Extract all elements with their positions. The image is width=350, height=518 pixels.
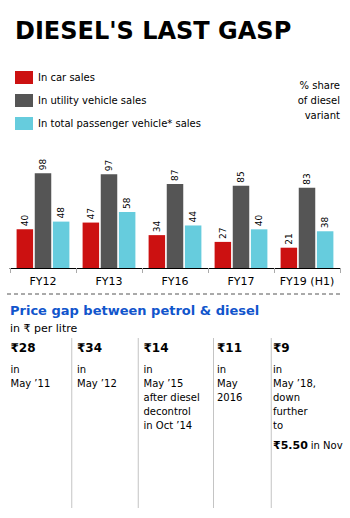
svg-text:₹11: ₹11 (217, 341, 242, 355)
svg-text:decontrol: decontrol (144, 406, 191, 417)
svg-text:in ₹ per litre: in ₹ per litre (10, 322, 77, 335)
svg-text:in: in (217, 364, 226, 375)
svg-text:44: 44 (188, 211, 198, 223)
svg-text:97: 97 (104, 160, 114, 171)
svg-text:May ’18,: May ’18, (273, 378, 316, 389)
svg-text:variant: variant (305, 110, 340, 121)
svg-text:₹5.50: ₹5.50 (273, 439, 308, 452)
svg-text:after diesel: after diesel (144, 392, 200, 403)
svg-text:In utility vehicle sales: In utility vehicle sales (38, 95, 146, 106)
svg-text:May ’12: May ’12 (77, 378, 117, 389)
svg-text:₹34: ₹34 (77, 341, 102, 355)
svg-text:FY16: FY16 (161, 275, 188, 288)
svg-text:38: 38 (320, 217, 330, 229)
svg-text:FY19 (H1): FY19 (H1) (280, 275, 334, 288)
svg-text:May: May (217, 378, 238, 389)
svg-text:Price gap between petrol & die: Price gap between petrol & diesel (10, 303, 259, 318)
svg-text:85: 85 (236, 171, 246, 182)
svg-text:FY17: FY17 (227, 275, 254, 288)
svg-text:further: further (273, 406, 308, 417)
svg-text:DIESEL'S LAST GASP: DIESEL'S LAST GASP (15, 17, 291, 45)
svg-text:₹14: ₹14 (144, 341, 169, 355)
svg-text:48: 48 (56, 207, 66, 219)
svg-text:83: 83 (302, 173, 312, 184)
svg-text:34: 34 (152, 220, 162, 232)
svg-text:in Nov: in Nov (311, 440, 343, 451)
svg-text:47: 47 (86, 208, 96, 219)
svg-text:May ’11: May ’11 (11, 378, 51, 389)
svg-text:87: 87 (170, 169, 180, 180)
svg-text:to: to (273, 420, 283, 431)
svg-text:40: 40 (20, 215, 30, 227)
svg-text:in Oct ’14: in Oct ’14 (144, 420, 193, 431)
svg-text:% share: % share (300, 80, 340, 91)
svg-text:27: 27 (218, 227, 228, 238)
svg-text:in: in (144, 364, 153, 375)
svg-text:in: in (77, 364, 86, 375)
svg-text:down: down (273, 392, 300, 403)
svg-text:in: in (11, 364, 20, 375)
svg-text:in: in (273, 364, 282, 375)
svg-text:of diesel: of diesel (298, 95, 340, 106)
svg-text:40: 40 (254, 215, 264, 227)
svg-text:May ’15: May ’15 (144, 378, 184, 389)
svg-text:2016: 2016 (217, 392, 242, 403)
svg-text:₹28: ₹28 (11, 341, 36, 355)
svg-text:₹9: ₹9 (273, 341, 290, 355)
svg-text:FY12: FY12 (29, 275, 56, 288)
svg-text:58: 58 (122, 197, 132, 209)
svg-text:98: 98 (38, 159, 48, 171)
svg-text:In car sales: In car sales (38, 72, 95, 83)
svg-text:FY13: FY13 (95, 275, 122, 288)
svg-text:21: 21 (284, 233, 294, 244)
svg-text:In total passenger vehicle* sa: In total passenger vehicle* sales (38, 118, 201, 129)
